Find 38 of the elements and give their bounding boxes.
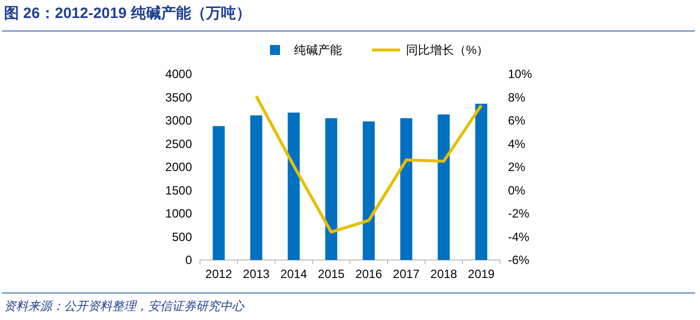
y-tick-label: 3000 (165, 114, 192, 128)
x-tick-label: 2015 (318, 267, 345, 281)
bar (250, 115, 262, 260)
text: 资料来源：公开资料整理，安信证券研究中心 (4, 299, 245, 313)
y-tick-label: 2500 (165, 136, 192, 151)
bar (475, 104, 488, 260)
y2-tick-label: 0% (508, 183, 526, 198)
bar (212, 126, 225, 260)
y2-tick-label: -6% (508, 253, 530, 267)
y-tick-label: 3500 (165, 90, 192, 104)
y2-tick-label: -4% (508, 230, 530, 244)
bar (362, 121, 375, 260)
y2-tick-label: 6% (508, 114, 526, 128)
bar (325, 118, 338, 260)
x-tick-label: 2016 (355, 267, 382, 281)
y2-tick-label: 8% (508, 90, 526, 104)
y-tick-label: 4000 (165, 67, 192, 81)
y2-tick-label: 4% (508, 136, 526, 151)
y-tick-label: 2000 (165, 160, 192, 174)
y2-tick-label: 10% (508, 67, 532, 81)
x-tick-label: 2014 (280, 267, 308, 281)
y-tick-label: 500 (172, 230, 192, 244)
y-tick-label: 0 (185, 253, 192, 267)
x-tick-label: 2019 (468, 267, 495, 281)
legend-label: 纯碱产能 (294, 43, 342, 57)
y-tick-label: 1000 (165, 206, 192, 220)
bar (400, 118, 412, 260)
x-tick-label: 2012 (205, 267, 232, 281)
chart-title: 图 26：2012-2019 纯碱产能（万吨） (4, 5, 251, 22)
legend-label: 同比增长（%） (406, 43, 489, 57)
x-tick-label: 2017 (392, 267, 420, 281)
y2-tick-label: 2% (508, 160, 526, 174)
y2-tick-label: -2% (508, 206, 530, 220)
x-tick-label: 2013 (242, 267, 270, 281)
x-tick-label: 2018 (430, 267, 458, 281)
bar (438, 114, 450, 260)
y-tick-label: 1500 (165, 183, 192, 198)
bar (288, 112, 300, 260)
